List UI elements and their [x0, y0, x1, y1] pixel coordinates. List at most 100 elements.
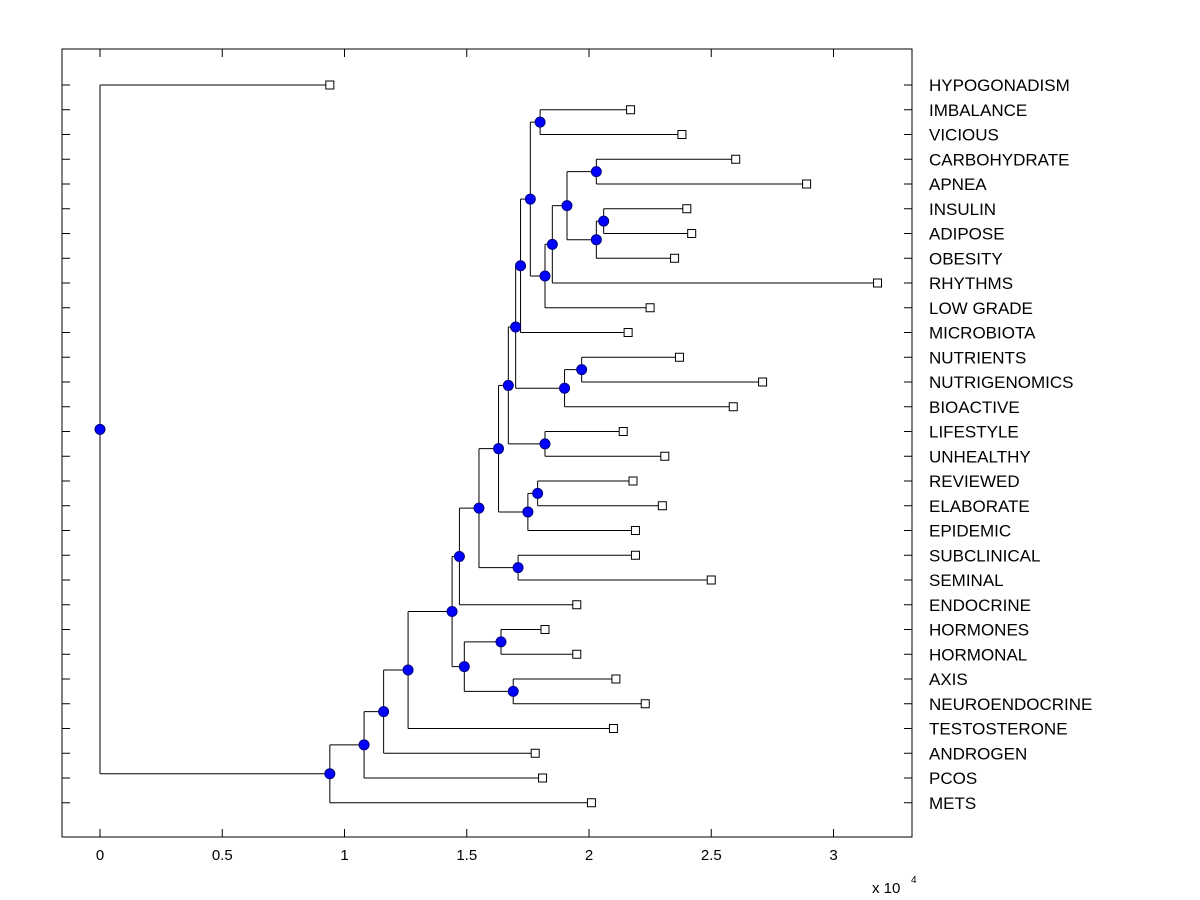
merge-node	[446, 606, 458, 618]
plot-frame	[61, 48, 913, 838]
leaf-label: BIOACTIVE	[929, 398, 1020, 417]
leaf-label: PCOS	[929, 769, 977, 788]
leaf-label: ANDROGEN	[929, 744, 1027, 763]
merge-node	[473, 502, 485, 514]
leaf-marker	[677, 130, 687, 139]
multiplier-label: x 10	[872, 880, 900, 897]
leaf-markers	[325, 80, 883, 808]
leaf-label: NEUROENDOCRINE	[929, 695, 1092, 714]
leaf-marker	[623, 328, 633, 337]
merge-node	[495, 636, 507, 648]
leaf-marker	[674, 352, 684, 362]
x-tick-label: 1	[340, 847, 348, 864]
leaf-label: EPIDEMIC	[929, 522, 1011, 541]
leaf-label: HYPOGONADISM	[929, 76, 1070, 95]
leaf-marker	[728, 402, 738, 412]
merge-node	[507, 685, 519, 697]
merge-node	[532, 487, 544, 499]
merge-node	[539, 270, 551, 282]
leaf-marker	[630, 550, 640, 560]
leaf-marker	[645, 303, 655, 313]
merge-node	[358, 739, 370, 751]
merge-node	[402, 664, 414, 676]
x-tick-label: 0.5	[212, 847, 233, 864]
x-tick-label: 0	[96, 847, 104, 864]
x-tick-label: 3	[829, 847, 837, 864]
leaf-label: TESTOSTERONE	[929, 720, 1068, 739]
leaf-marker	[731, 154, 741, 164]
leaf-label: ELABORATE	[929, 497, 1030, 516]
leaf-marker	[628, 476, 638, 486]
merge-node	[515, 260, 527, 272]
leaf-marker	[626, 105, 636, 115]
merge-node	[576, 364, 588, 376]
leaf-label: LOW GRADE	[929, 299, 1033, 318]
merge-node	[524, 193, 536, 205]
leaf-marker	[706, 575, 716, 585]
leaf-marker	[873, 278, 883, 288]
leaf-label: LIFESTYLE	[929, 423, 1019, 442]
leaf-marker	[630, 526, 640, 535]
merge-node	[546, 238, 558, 250]
leaf-marker	[572, 649, 582, 659]
leaf-label: ENDOCRINE	[929, 596, 1031, 615]
x-tick-label: 2	[585, 847, 593, 864]
leaf-label: OBESITY	[929, 249, 1003, 268]
merge-node	[590, 234, 602, 246]
leaf-labels: HYPOGONADISM IMBALANCE VICIOUS CARBOHYDRATE…	[929, 76, 1092, 813]
x-axis-multiplier: x 10 4	[872, 875, 917, 897]
leaf-label: UNHEALTHY	[929, 447, 1031, 466]
leaf-label: HORMONES	[929, 621, 1029, 640]
leaf-marker	[657, 501, 667, 511]
merge-node	[534, 116, 546, 128]
merge-node	[324, 768, 336, 780]
leaf-marker	[608, 724, 618, 733]
merge-node	[561, 200, 573, 212]
merge-node	[598, 215, 610, 227]
merge-node	[559, 382, 571, 394]
y-axis-ticks	[62, 84, 912, 804]
x-tick-label: 2.5	[701, 847, 722, 864]
merge-node	[539, 438, 551, 450]
merge-node	[590, 166, 602, 178]
merge-node	[453, 550, 465, 562]
merge-node	[458, 661, 470, 673]
leaf-label: RHYTHMS	[929, 274, 1013, 293]
merge-node	[94, 423, 106, 435]
leaf-label: NUTRIENTS	[929, 348, 1026, 367]
leaf-label: MICROBIOTA	[929, 324, 1036, 343]
leaf-label: METS	[929, 794, 976, 813]
leaf-marker	[670, 253, 680, 263]
x-tick-label: 1.5	[456, 847, 477, 864]
leaf-marker	[682, 204, 692, 214]
leaf-marker	[530, 748, 540, 758]
leaf-marker	[540, 625, 550, 634]
leaf-marker	[586, 798, 596, 808]
leaf-label: AXIS	[929, 670, 968, 689]
leaf-label: SUBCLINICAL	[929, 546, 1040, 565]
leaf-label: INSULIN	[929, 200, 996, 219]
leaf-marker	[660, 451, 670, 461]
leaf-marker	[802, 179, 812, 189]
leaf-label: SEMINAL	[929, 571, 1004, 590]
leaf-marker	[325, 80, 335, 90]
leaf-marker	[758, 377, 768, 387]
leaf-label: CARBOHYDRATE	[929, 150, 1069, 169]
leaf-marker	[538, 773, 548, 783]
leaf-label: ADIPOSE	[929, 225, 1005, 244]
leaf-label: APNEA	[929, 175, 987, 194]
merge-node	[493, 443, 505, 455]
leaf-label: IMBALANCE	[929, 101, 1027, 120]
multiplier-exponent: 4	[911, 875, 917, 886]
merge-node	[502, 379, 514, 391]
leaf-marker	[640, 699, 650, 709]
leaf-label: VICIOUS	[929, 126, 999, 145]
merge-node	[510, 321, 522, 333]
leaf-label: NUTRIGENOMICS	[929, 373, 1074, 392]
merge-node	[378, 706, 390, 718]
x-axis-ticks: 0 0.5 1 1.5 2 2.5 3	[96, 49, 838, 864]
leaf-marker	[687, 229, 697, 238]
leaf-marker	[572, 600, 582, 610]
leaf-label: HORMONAL	[929, 645, 1027, 664]
